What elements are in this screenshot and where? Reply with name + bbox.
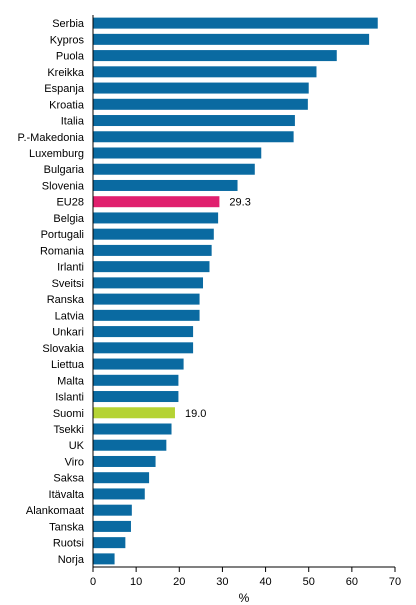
bar-kypros [93,33,370,45]
category-label-luxemburg: Luxemburg [29,148,84,160]
bar-ranska [93,293,200,305]
category-label-liettua: Liettua [51,359,85,371]
bars-layer: 29.3 19.0 [93,17,378,565]
category-label-kypros: Kypros [50,34,85,46]
category-label-italia: Italia [61,116,85,128]
x-tick-label-30: 30 [216,576,228,588]
x-axis-title: % [239,591,250,605]
category-label-islanti: Islanti [55,392,84,404]
bar-suomi [93,407,175,419]
category-label-bulgaria: Bulgaria [44,164,85,176]
category-label-saksa: Saksa [53,473,84,485]
bar-liettua [93,358,184,370]
bar-slovenia [93,179,238,191]
category-label-slovenia: Slovenia [42,180,85,192]
category-label-suomi: Suomi [53,408,84,420]
category-label-unkari: Unkari [52,327,84,339]
bar-islanti [93,391,179,403]
category-label-eu28: EU28 [56,197,84,209]
category-label-ruotsi: Ruotsi [53,538,84,550]
data-label-suomi: 19.0 [185,408,206,420]
category-label-sveitsi: Sveitsi [52,278,84,290]
bar-romania [93,244,212,256]
bar-viro [93,455,156,467]
bar-alankomaat [93,504,132,516]
category-label-irlanti: Irlanti [57,262,84,274]
bar-espanja [93,82,309,94]
category-label-malta: Malta [57,375,85,387]
bar-sveitsi [93,277,204,289]
bar-saksa [93,472,150,484]
x-tick-label-20: 20 [173,576,185,588]
bar-irlanti [93,261,210,273]
x-tick-label-0: 0 [90,576,96,588]
x-tick-label-50: 50 [303,576,315,588]
bar-it-valta [93,488,145,500]
x-tick-label-70: 70 [389,576,401,588]
category-label-kreikka: Kreikka [47,67,85,79]
category-labels: Serbia Kypros Puola Kreikka Espanja Kroatia It… [18,18,85,566]
bar-p-makedonia [93,131,294,143]
category-label-viro: Viro [65,456,84,468]
x-ticks: 0 10 20 30 40 50 60 70 [90,567,401,588]
category-label-tsekki: Tsekki [53,424,84,436]
category-label-ranska: Ranska [47,294,85,306]
bar-serbia [93,17,378,29]
bar-italia [93,115,295,127]
category-label-belgia: Belgia [53,213,84,225]
bar-bulgaria [93,163,255,175]
bar-portugali [93,228,214,240]
category-label-it-valta: Itävalta [49,489,85,501]
category-label-alankomaat: Alankomaat [26,505,84,517]
bar-kroatia [93,98,308,110]
bar-luxemburg [93,147,262,159]
bar-tsekki [93,423,172,435]
category-label-slovakia: Slovakia [42,343,84,355]
category-label-norja: Norja [58,554,85,566]
category-label-espanja: Espanja [44,83,85,95]
category-label-tanska: Tanska [49,521,85,533]
category-label-uk: UK [69,440,85,452]
category-label-puola: Puola [56,51,85,63]
category-label-latvia: Latvia [55,310,85,322]
category-label-portugali: Portugali [41,229,84,241]
x-tick-label-40: 40 [259,576,271,588]
bar-ruotsi [93,537,126,549]
category-label-p-makedonia: P.-Makedonia [18,132,85,144]
bar-kreikka [93,66,317,78]
x-tick-label-60: 60 [346,576,358,588]
bar-latvia [93,309,200,321]
category-label-serbia: Serbia [52,18,85,30]
bar-puola [93,50,337,62]
bar-eu28 [93,196,220,208]
bar-slovakia [93,342,194,354]
category-label-kroatia: Kroatia [49,99,85,111]
bar-tanska [93,520,131,532]
category-label-romania: Romania [40,245,85,257]
bar-unkari [93,326,194,338]
bar-malta [93,374,179,386]
data-label-eu28: 29.3 [229,197,250,209]
bar-uk [93,439,167,451]
bar-belgia [93,212,219,224]
x-tick-label-10: 10 [130,576,142,588]
axes [92,15,395,568]
bar-norja [93,553,115,565]
